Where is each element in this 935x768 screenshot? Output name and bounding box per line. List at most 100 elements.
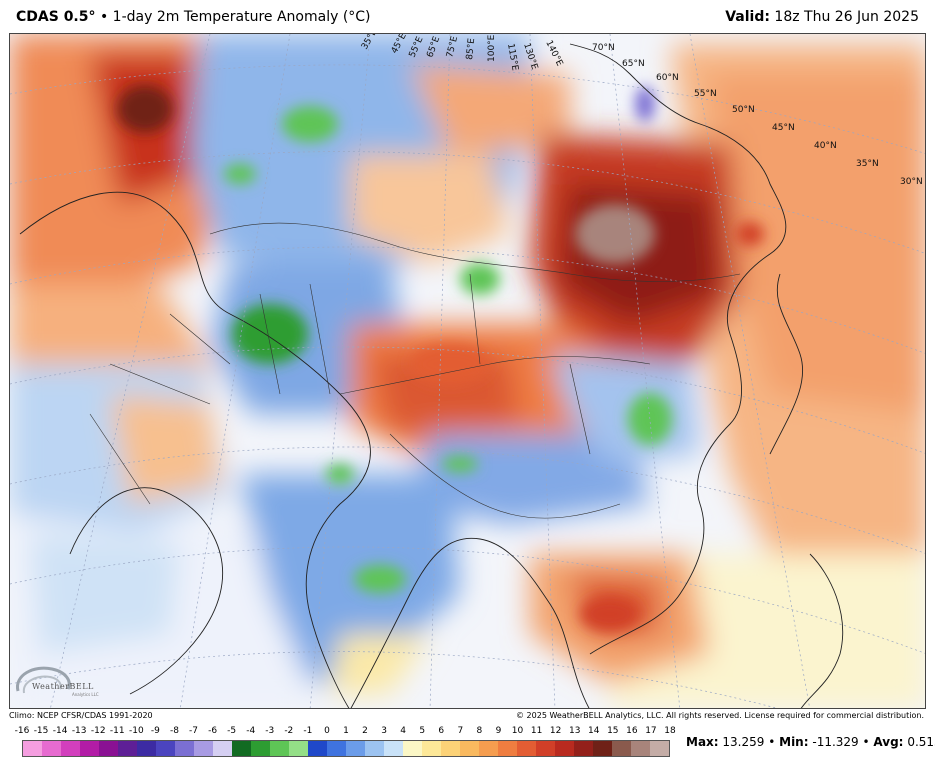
legend-tick: -16: [14, 726, 30, 736]
avg-value: 0.513: [907, 735, 935, 749]
legend-tick: 9: [495, 726, 502, 736]
legend-swatch: [612, 741, 631, 756]
legend-swatch: [42, 741, 61, 756]
legend-swatch: [80, 741, 99, 756]
legend-tick: 11: [530, 726, 543, 736]
lon-label-85e: 85°E: [465, 37, 477, 60]
legend-tick: -10: [128, 726, 144, 736]
lat-label-65n: 65°N: [622, 59, 645, 69]
legend-swatch: [403, 741, 422, 756]
lat-label-35n: 35°N: [856, 159, 879, 169]
legend-tick: -14: [52, 726, 68, 736]
legend-swatch: [384, 741, 403, 756]
legend-tick: 3: [381, 726, 387, 736]
legend-swatch: [118, 741, 137, 756]
legend-swatch: [137, 741, 156, 756]
legend-tick: -6: [208, 726, 218, 736]
legend-tick: 18: [664, 726, 676, 736]
max-value: 13.259: [722, 735, 765, 749]
legend-tick: 4: [400, 726, 407, 736]
legend-swatch: [289, 741, 308, 756]
legend-tick: 1: [343, 726, 349, 736]
legend-tick: -8: [169, 726, 179, 736]
logo-text: WeatherBELL: [32, 682, 94, 691]
legend-swatch: [270, 741, 289, 756]
legend-swatch: [574, 741, 593, 756]
legend-tick: -4: [246, 726, 256, 736]
legend-swatch: [327, 741, 346, 756]
legend-tick: 7: [457, 726, 464, 736]
legend-swatch: [346, 741, 365, 756]
legend-swatch: [365, 741, 384, 756]
coastlines: [19, 43, 844, 708]
legend-swatch: [232, 741, 251, 756]
legend-swatch: [308, 741, 327, 756]
min-value: -11.329: [812, 735, 859, 749]
lon-label-100e: 100°E: [487, 34, 497, 62]
stats-sep-1: •: [764, 735, 780, 749]
legend-tick: -13: [71, 726, 87, 736]
stats-sep-2: •: [858, 735, 874, 749]
map-title: CDAS 0.5° • 1-day 2m Temperature Anomaly…: [16, 9, 371, 25]
legend-swatch: [460, 741, 479, 756]
legend-tick: 6: [438, 726, 445, 736]
legend-swatch: [175, 741, 194, 756]
title-text: 1-day 2m Temperature Anomaly (°C): [112, 9, 371, 25]
climo-credit: Climo: NCEP CFSR/CDAS 1991-2020: [9, 711, 153, 720]
lat-label-30n: 30°N: [900, 177, 923, 187]
legend-swatch: [593, 741, 612, 756]
field-stats: Max: 13.259 • Min: -11.329 • Avg: 0.513: [686, 735, 935, 749]
model-name: CDAS 0.5°: [16, 9, 96, 25]
weatherbell-logo: WeatherBELL Analytics LLC: [12, 661, 99, 701]
avg-label: Avg:: [873, 735, 904, 749]
lat-label-40n: 40°N: [814, 141, 837, 151]
anomaly-detail: [117, 85, 764, 632]
legend-tick: 16: [626, 726, 638, 736]
swirl-logo-icon: [16, 666, 71, 694]
legend-tick: -12: [90, 726, 106, 736]
legend-tick: 8: [476, 726, 483, 736]
legend-swatch: [23, 741, 42, 756]
title-separator: •: [95, 9, 113, 25]
legend-tick: 10: [511, 726, 524, 736]
legend-tick: 2: [362, 726, 368, 736]
legend-tick: -3: [265, 726, 275, 736]
copyright-credit: © 2025 WeatherBELL Analytics, LLC. All r…: [516, 711, 924, 720]
lat-label-70n: 70°N: [592, 43, 615, 53]
legend-swatch: [251, 741, 270, 756]
legend-swatch: [422, 741, 441, 756]
legend-tick: 12: [549, 726, 562, 736]
legend-ticks: -16 -15 -14 -13 -12 -11 -10 -9 -8 -7 -6 -5 -4 -3 -2 -1 0…: [15, 726, 676, 738]
lat-label-45n: 45°N: [772, 123, 795, 133]
legend-tick: -5: [227, 726, 237, 736]
max-label: Max:: [686, 735, 719, 749]
lat-label-55n: 55°N: [694, 89, 717, 99]
legend-tick: 15: [607, 726, 619, 736]
valid-label: Valid:: [725, 9, 770, 25]
legend-swatch: [479, 741, 498, 756]
legend-swatch: [555, 741, 574, 756]
legend-swatch: [441, 741, 460, 756]
color-legend: -16 -15 -14 -13 -12 -11 -10 -9 -8 -7 -6 -5 -4 -3 -2 -1 0…: [15, 726, 676, 762]
legend-tick: -9: [150, 726, 160, 736]
graticule: [10, 34, 925, 708]
legend-swatch: [536, 741, 555, 756]
anomaly-field: [10, 34, 925, 708]
min-label: Min:: [779, 735, 809, 749]
legend-swatch: [61, 741, 80, 756]
legend-swatch: [99, 741, 118, 756]
legend-swatch: [650, 741, 669, 756]
lat-label-60n: 60°N: [656, 73, 679, 83]
legend-tick: 14: [588, 726, 600, 736]
legend-tick: -11: [109, 726, 125, 736]
legend-swatch: [631, 741, 650, 756]
valid-value: 18z Thu 26 Jun 2025: [769, 9, 919, 25]
logo-subtext: Analytics LLC: [72, 692, 99, 697]
anomaly-map: 70°N 65°N 60°N 55°N 50°N 45°N 40°N 35°N …: [9, 33, 926, 709]
legend-swatch: [156, 741, 175, 756]
lon-label-115e: 115°E: [505, 43, 520, 72]
credits: Climo: NCEP CFSR/CDAS 1991-2020 © 2025 W…: [9, 710, 926, 724]
valid-time: Valid: 18z Thu 26 Jun 2025: [725, 9, 919, 25]
legend-swatch: [498, 741, 517, 756]
legend-tick: 13: [568, 726, 581, 736]
